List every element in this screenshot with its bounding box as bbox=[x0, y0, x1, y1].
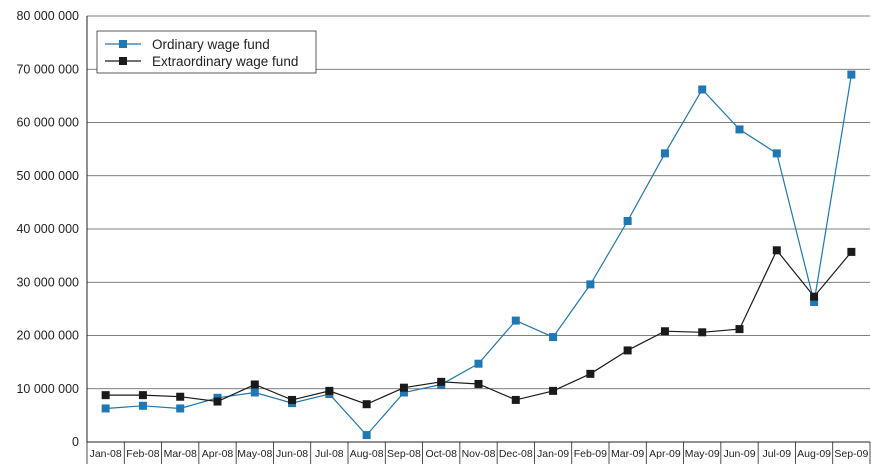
data-point bbox=[586, 280, 595, 289]
x-tick-label: Oct-08 bbox=[425, 448, 457, 460]
data-point bbox=[847, 70, 856, 79]
axes bbox=[86, 16, 871, 464]
y-tick-label: 20 000 000 bbox=[16, 329, 79, 343]
x-tick-label: Mar-09 bbox=[611, 448, 644, 460]
x-tick-label: Dec-08 bbox=[499, 448, 533, 460]
data-point bbox=[138, 401, 147, 410]
data-point bbox=[101, 391, 110, 400]
x-tick-label: Nov-08 bbox=[462, 448, 496, 460]
data-point bbox=[511, 395, 520, 404]
x-tick-label: Mar-08 bbox=[164, 448, 197, 460]
data-point bbox=[735, 325, 744, 334]
data-point bbox=[362, 400, 371, 409]
legend-entry-label: Extraordinary wage fund bbox=[152, 54, 298, 69]
x-tick-label: May-08 bbox=[237, 448, 272, 460]
data-point bbox=[362, 431, 371, 440]
x-tick-label: Feb-08 bbox=[126, 448, 159, 460]
data-point bbox=[660, 149, 669, 158]
data-point bbox=[288, 395, 297, 404]
x-tick-label: Jun-09 bbox=[723, 448, 755, 460]
data-point bbox=[549, 386, 558, 395]
x-tick-label: Sep-09 bbox=[834, 448, 868, 460]
x-tick-label: Aug-08 bbox=[350, 448, 384, 460]
legend-entry-label: Ordinary wage fund bbox=[152, 37, 270, 52]
data-point bbox=[735, 125, 744, 134]
data-point bbox=[623, 346, 632, 355]
data-point bbox=[213, 397, 222, 406]
data-point bbox=[138, 391, 147, 400]
x-tick-label: Sep-08 bbox=[387, 448, 421, 460]
data-point bbox=[250, 380, 259, 389]
series-group bbox=[101, 70, 856, 440]
data-point bbox=[176, 392, 185, 401]
legend: Ordinary wage fund Extraordinary wage fun… bbox=[96, 30, 317, 74]
x-axis-tick-labels: Jan-08 Feb-08 Mar-08 Apr-08 May-08 Jun-08 Jul-… bbox=[90, 448, 869, 460]
data-point bbox=[325, 386, 334, 395]
y-tick-label: 70 000 000 bbox=[16, 62, 79, 76]
y-axis-tick-labels: 0 10 000 000 20 000 000 30 000 000 40 000 00… bbox=[16, 9, 79, 449]
y-tick-label: 60 000 000 bbox=[16, 116, 79, 130]
x-tick-label: Jun-08 bbox=[276, 448, 308, 460]
x-tick-label: Jul-09 bbox=[762, 448, 791, 460]
x-tick-label: Apr-09 bbox=[649, 448, 681, 460]
x-tick-label: Jan-09 bbox=[537, 448, 569, 460]
y-tick-label: 30 000 000 bbox=[16, 275, 79, 289]
data-point bbox=[399, 383, 408, 392]
x-tick-label: Apr-08 bbox=[202, 448, 234, 460]
y-tick-label: 0 bbox=[72, 435, 79, 449]
x-tick-label: Feb-09 bbox=[574, 448, 607, 460]
data-point bbox=[250, 388, 259, 397]
x-tick-label: Jan-08 bbox=[90, 448, 122, 460]
data-point bbox=[399, 388, 408, 397]
data-point bbox=[176, 404, 185, 413]
legend-swatch-marker bbox=[119, 57, 127, 65]
data-point bbox=[474, 379, 483, 388]
x-tick-label: May-09 bbox=[685, 448, 720, 460]
data-point bbox=[772, 149, 781, 158]
data-point bbox=[698, 85, 707, 94]
data-point bbox=[810, 297, 819, 306]
data-point bbox=[623, 217, 632, 226]
data-point bbox=[847, 247, 856, 256]
y-tick-label: 80 000 000 bbox=[16, 9, 79, 23]
y-tick-label: 50 000 000 bbox=[16, 169, 79, 183]
legend-box bbox=[96, 30, 317, 74]
y-tick-label: 10 000 000 bbox=[16, 382, 79, 396]
data-point bbox=[772, 246, 781, 255]
data-point bbox=[660, 327, 669, 336]
data-point bbox=[511, 316, 520, 325]
legend-swatch-marker bbox=[119, 40, 127, 48]
data-point bbox=[549, 333, 558, 342]
data-point bbox=[101, 404, 110, 413]
data-point bbox=[698, 328, 707, 337]
data-point bbox=[437, 377, 446, 386]
x-tick-label: Jul-08 bbox=[315, 448, 344, 460]
x-tick-label: Aug-09 bbox=[797, 448, 831, 460]
y-tick-label: 40 000 000 bbox=[16, 222, 79, 236]
data-point bbox=[474, 359, 483, 368]
data-point bbox=[810, 292, 819, 301]
data-point bbox=[586, 369, 595, 378]
